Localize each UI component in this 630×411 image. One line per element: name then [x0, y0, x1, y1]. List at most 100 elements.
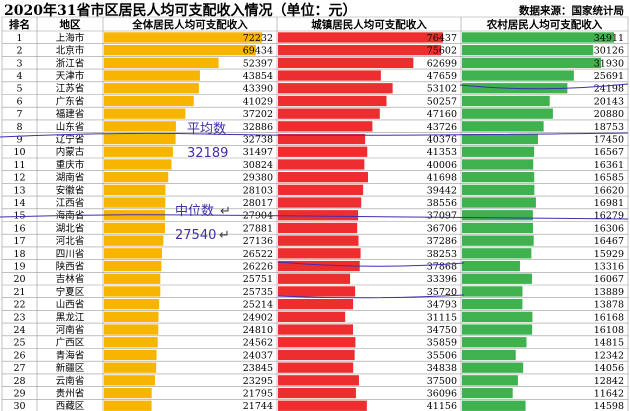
rural-value-label: 31930 — [594, 58, 624, 69]
rank-label: 23 — [13, 312, 25, 323]
urban-value-label: 35859 — [427, 338, 457, 349]
all-value-label: 27136 — [243, 236, 273, 247]
urban-value-label: 76437 — [427, 33, 457, 44]
all-bar — [104, 159, 172, 170]
rural-value-label: 16567 — [594, 147, 624, 158]
mean-marker-line — [0, 132, 629, 138]
all-bar — [104, 311, 159, 322]
urban-bar — [278, 95, 387, 107]
all-value-label: 26522 — [243, 249, 273, 260]
urban-value-label: 38253 — [427, 249, 457, 260]
rural-bar — [462, 146, 535, 157]
all-value-label: 43390 — [243, 84, 273, 95]
rural-bar — [462, 45, 594, 56]
urban-bar — [278, 146, 368, 157]
all-bar — [104, 362, 157, 373]
urban-bar — [278, 235, 359, 246]
rural-bar — [462, 375, 518, 386]
rank-label: 16 — [13, 223, 25, 234]
urban-value-label: 47659 — [427, 71, 457, 82]
rural-bar — [462, 299, 523, 310]
rural-value-label: 16361 — [594, 160, 624, 171]
median-value: 27540 — [175, 228, 216, 243]
region-label: 福建省 — [56, 108, 85, 120]
region-label: 内蒙古 — [56, 146, 85, 158]
return-mark: ↵ — [219, 228, 230, 243]
rural-value-label: 24198 — [594, 84, 624, 95]
rank-label: 4 — [16, 71, 22, 82]
header-rural: 农村居民人均可支配收入 — [486, 18, 603, 31]
rural-bar — [462, 210, 533, 221]
rank-label: 21 — [13, 287, 25, 298]
rank-label: 6 — [16, 96, 22, 107]
urban-bar — [278, 184, 364, 195]
all-bar — [104, 260, 162, 272]
rural-value-label: 16620 — [594, 185, 624, 196]
all-value-label: 23295 — [243, 376, 273, 387]
rural-value-label: 13316 — [594, 262, 624, 273]
rural-value-label: 13889 — [594, 287, 624, 298]
rank-label: 19 — [13, 262, 25, 273]
urban-value-label: 34750 — [427, 325, 457, 336]
rural-bar — [462, 337, 527, 348]
urban-value-label: 40006 — [427, 160, 457, 171]
rural-value-label: 16168 — [594, 312, 624, 323]
header-all: 全体居民人均可支配收入 — [131, 18, 248, 31]
urban-value-label: 40376 — [427, 135, 457, 146]
all-value-label: 24902 — [243, 312, 273, 323]
header-urban: 城镇居民人均可支配收入 — [311, 18, 427, 31]
urban-value-label: 36096 — [427, 389, 457, 400]
urban-value-label: 33396 — [427, 274, 457, 285]
median-marker-line — [0, 214, 629, 220]
all-value-label: 25214 — [243, 300, 273, 311]
urban-value-label: 35720 — [427, 287, 457, 298]
rural-value-label: 16981 — [594, 198, 624, 209]
urban-value-label: 41353 — [427, 147, 457, 158]
all-bar — [104, 133, 176, 145]
urban-bar — [278, 375, 359, 386]
mean-label: 平均数 — [187, 122, 226, 137]
rank-label: 8 — [16, 122, 22, 133]
region-label: 广西区 — [56, 337, 85, 349]
all-value-label: 28017 — [243, 198, 273, 209]
rural-bar — [462, 121, 544, 132]
urban-value-label: 50257 — [427, 96, 457, 107]
urban-bar — [278, 70, 381, 81]
urban-bar — [278, 57, 414, 68]
rank-label: 9 — [16, 135, 22, 146]
urban-bar — [278, 197, 362, 208]
all-bar — [104, 235, 164, 246]
all-bar — [104, 387, 152, 399]
all-value-label: 30824 — [243, 160, 273, 171]
urban-value-label: 31115 — [427, 312, 457, 323]
urban-bar — [278, 260, 360, 272]
rank-label: 13 — [13, 185, 25, 196]
rural-value-label: 11642 — [594, 389, 624, 400]
urban-bar — [278, 248, 361, 259]
rural-bar — [462, 184, 535, 195]
region-label: 河北省 — [56, 235, 85, 247]
all-bar — [104, 146, 173, 157]
region-label: 云南省 — [56, 375, 85, 387]
rural-bar — [462, 400, 526, 411]
rural-value-label: 34911 — [594, 33, 624, 44]
all-bar — [104, 286, 161, 297]
all-bar — [104, 83, 199, 94]
urban-bar — [278, 299, 354, 310]
rank-label: 11 — [13, 160, 25, 171]
rural-value-label: 20880 — [594, 109, 624, 120]
rural-bar — [462, 273, 532, 284]
rural-value-label: 25691 — [594, 71, 624, 82]
all-bar — [104, 108, 186, 119]
urban-value-label: 75602 — [427, 46, 457, 57]
all-bar — [104, 95, 194, 107]
region-label: 宁夏区 — [56, 286, 85, 298]
rural-bar — [462, 324, 533, 335]
urban-bar — [278, 324, 354, 335]
region-label: 江西省 — [56, 197, 85, 209]
urban-bar — [278, 133, 366, 145]
urban-value-label: 53102 — [427, 84, 457, 95]
all-bar — [104, 222, 165, 234]
urban-bar — [278, 362, 354, 373]
rural-bar — [462, 362, 524, 373]
